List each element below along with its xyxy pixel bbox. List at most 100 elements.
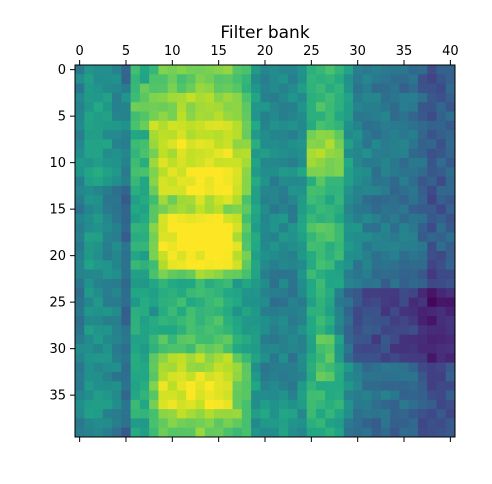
heatmap-cell — [288, 74, 298, 84]
heatmap-cell — [334, 260, 345, 270]
heatmap-cell — [121, 167, 132, 177]
heatmap-cell — [149, 325, 159, 336]
heatmap-cell — [139, 251, 150, 261]
heatmap-cell — [195, 260, 206, 270]
heatmap-cell — [204, 278, 215, 289]
heatmap-cell — [417, 371, 428, 382]
heatmap-cell — [334, 92, 345, 103]
heatmap-cell — [232, 371, 243, 382]
heatmap-cell — [297, 130, 308, 140]
heatmap-cell — [269, 241, 280, 252]
heatmap-cell — [214, 213, 224, 224]
heatmap-cell — [158, 102, 169, 112]
heatmap-cell — [204, 353, 215, 363]
plot-frame — [74, 64, 456, 438]
heatmap-cell — [315, 176, 326, 187]
heatmap-cell — [371, 306, 382, 317]
heatmap-cell — [278, 102, 289, 112]
heatmap-cell — [158, 260, 169, 270]
heatmap-cell — [380, 325, 391, 336]
heatmap-cell — [390, 204, 400, 215]
heatmap-cell — [343, 427, 354, 438]
heatmap-cell — [436, 390, 447, 401]
heatmap-cell — [278, 92, 289, 103]
heatmap-cell — [315, 427, 326, 438]
heatmap-cell — [427, 195, 437, 205]
heatmap-cell — [102, 139, 113, 150]
heatmap-cell — [334, 204, 345, 215]
heatmap-cell — [176, 176, 187, 187]
heatmap-cell — [371, 427, 382, 438]
heatmap-cell — [130, 223, 141, 233]
heatmap-cell — [93, 344, 104, 354]
heatmap-cell — [408, 251, 419, 261]
heatmap-cell — [390, 148, 400, 159]
heatmap-cell — [278, 74, 289, 84]
heatmap-cell — [149, 297, 159, 308]
heatmap-cell — [390, 102, 400, 112]
heatmap-cell — [278, 306, 289, 317]
heatmap-cell — [251, 102, 261, 112]
heatmap-cell — [306, 399, 317, 410]
heatmap-cell — [149, 427, 159, 438]
heatmap-cell — [408, 130, 419, 140]
heatmap-cell — [84, 213, 94, 224]
heatmap-cell — [84, 306, 94, 317]
heatmap-cell — [84, 381, 94, 391]
heatmap-cell — [343, 148, 354, 159]
heatmap-cell — [408, 158, 419, 168]
heatmap-cell — [121, 316, 132, 326]
heatmap-cell — [408, 278, 419, 289]
heatmap-cell — [232, 260, 243, 270]
heatmap-cell — [84, 344, 94, 354]
heatmap-cell — [158, 278, 169, 289]
heatmap-cell — [306, 344, 317, 354]
heatmap-cell — [380, 427, 391, 438]
heatmap-cell — [353, 334, 363, 345]
x-tick-label: 40 — [442, 44, 459, 59]
heatmap-cell — [102, 120, 113, 131]
heatmap-cell — [343, 409, 354, 419]
heatmap-cell — [353, 390, 363, 401]
heatmap-cell — [427, 260, 437, 270]
heatmap-cell — [269, 148, 280, 159]
heatmap-cell — [417, 111, 428, 122]
heatmap-cell — [176, 241, 187, 252]
heatmap-cell — [149, 83, 159, 94]
heatmap-cell — [75, 158, 85, 168]
heatmap-cell — [204, 232, 215, 243]
heatmap-cell — [241, 83, 252, 94]
heatmap-cell — [121, 353, 132, 363]
heatmap-cell — [390, 92, 400, 103]
heatmap-cell — [306, 371, 317, 382]
heatmap-cell — [278, 288, 289, 298]
heatmap-cell — [121, 371, 132, 382]
heatmap-cell — [130, 288, 141, 298]
heatmap-cell — [417, 232, 428, 243]
heatmap-cell — [84, 102, 94, 112]
heatmap-cell — [139, 120, 150, 131]
heatmap-cell — [297, 111, 308, 122]
heatmap-cell — [232, 418, 243, 429]
heatmap-cell — [204, 241, 215, 252]
heatmap-cell — [315, 130, 326, 140]
heatmap-cell — [297, 102, 308, 112]
heatmap-cell — [167, 92, 178, 103]
heatmap-cell — [158, 344, 169, 354]
heatmap-cell — [325, 353, 335, 363]
heatmap-cell — [195, 148, 206, 159]
x-axis-ticks: 0 5 10 15 20 25 30 35 40 — [75, 44, 459, 442]
heatmap-cell — [75, 427, 85, 438]
heatmap-cell — [278, 223, 289, 233]
heatmap-cell — [325, 288, 335, 298]
heatmap-cell — [139, 111, 150, 122]
heatmap-cell — [93, 325, 104, 336]
heatmap-cell — [167, 390, 178, 401]
heatmap-cell — [130, 251, 141, 261]
heatmap-cell — [390, 223, 400, 233]
heatmap-cell — [353, 185, 363, 196]
heatmap-cell — [223, 381, 233, 391]
heatmap-cell — [186, 204, 196, 215]
heatmap-cell — [353, 344, 363, 354]
heatmap-cell — [417, 427, 428, 438]
